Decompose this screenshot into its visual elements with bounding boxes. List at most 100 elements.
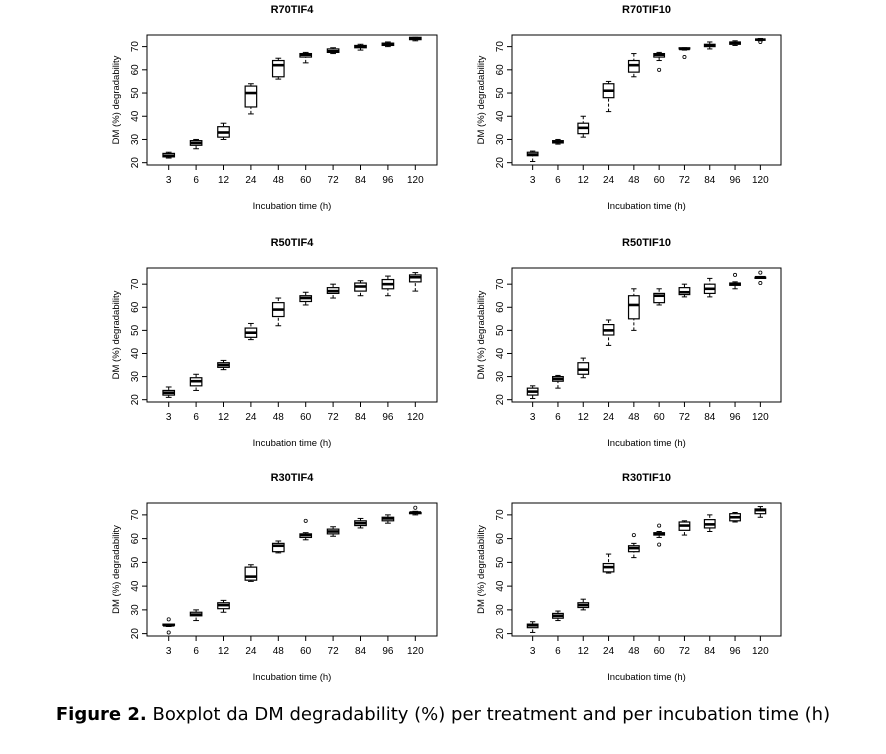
y-tick-label: 20	[495, 394, 506, 406]
x-tick-label: 84	[704, 175, 716, 186]
chart-title: R30TIF4	[271, 472, 315, 484]
outlier	[166, 617, 171, 622]
caption-label: Figure 2.	[56, 704, 147, 725]
outlier	[682, 55, 687, 60]
x-axis-label: Incubation time (h)	[607, 672, 686, 683]
y-tick-label: 60	[130, 64, 141, 76]
x-tick-label: 120	[407, 412, 424, 423]
x-tick-label: 96	[729, 175, 741, 186]
plot-frame	[511, 502, 782, 637]
x-tick-label: 6	[193, 175, 199, 186]
y-axis-label: DM (%) degradability	[111, 525, 122, 614]
y-tick-label: 20	[130, 157, 141, 169]
x-tick-label: 6	[555, 175, 561, 186]
x-tick-label: 3	[166, 646, 172, 657]
chart-title: R50TIF4	[271, 237, 315, 249]
outlier	[303, 518, 308, 523]
panel: R30TIF10 Incubation time (h) DM (%) degrad…	[476, 472, 782, 683]
x-tick-label: 96	[382, 646, 394, 657]
panel: R70TIF10 Incubation time (h) DM (%) degrad…	[476, 4, 782, 212]
y-tick-label: 30	[495, 371, 506, 383]
y-tick-label: 40	[495, 580, 506, 592]
outlier	[758, 281, 763, 286]
box	[244, 566, 258, 581]
y-tick-label: 70	[495, 278, 506, 290]
x-tick-label: 48	[628, 646, 640, 657]
chart-title: R70TIF10	[622, 4, 671, 16]
x-tick-label: 24	[245, 646, 257, 657]
y-tick-label: 50	[130, 87, 141, 99]
box	[653, 292, 666, 304]
y-tick-label: 40	[495, 347, 506, 359]
outlier	[166, 630, 171, 635]
x-tick-label: 12	[578, 646, 590, 657]
x-tick-label: 60	[300, 175, 312, 186]
panel: R30TIF4 Incubation time (h) DM (%) degrada…	[111, 472, 438, 683]
x-tick-label: 120	[752, 646, 769, 657]
x-tick-label: 96	[382, 412, 394, 423]
y-tick-label: 60	[130, 301, 141, 313]
y-tick-label: 40	[130, 347, 141, 359]
x-tick-label: 84	[355, 646, 367, 657]
x-tick-label: 24	[245, 175, 257, 186]
y-tick-label: 20	[495, 157, 506, 169]
x-tick-label: 84	[355, 412, 367, 423]
y-tick-label: 50	[495, 87, 506, 99]
y-tick-label: 20	[495, 628, 506, 640]
outlier	[657, 67, 662, 72]
x-tick-label: 120	[407, 646, 424, 657]
chart-title: R30TIF10	[622, 472, 671, 484]
y-tick-label: 30	[130, 133, 141, 145]
y-tick-label: 60	[130, 533, 141, 545]
caption: Figure 2. Boxplot da DM degradability (%…	[56, 704, 830, 725]
x-tick-label: 12	[218, 175, 230, 186]
y-tick-label: 40	[130, 580, 141, 592]
x-tick-label: 120	[752, 412, 769, 423]
x-axis-label: Incubation time (h)	[607, 438, 686, 449]
outlier	[733, 272, 738, 277]
panel: R50TIF4 Incubation time (h) DM (%) degrada…	[111, 237, 438, 449]
x-tick-label: 84	[704, 412, 716, 423]
x-tick-label: 96	[382, 175, 394, 186]
box	[627, 295, 640, 320]
y-axis-label: DM (%) degradability	[476, 290, 487, 379]
x-tick-label: 24	[603, 175, 615, 186]
chart-title: R50TIF10	[622, 237, 671, 249]
y-tick-label: 50	[130, 324, 141, 336]
x-tick-label: 48	[273, 175, 285, 186]
x-tick-label: 72	[328, 646, 340, 657]
x-tick-label: 12	[218, 646, 230, 657]
x-tick-label: 48	[273, 412, 285, 423]
y-tick-label: 70	[130, 41, 141, 53]
y-tick-label: 70	[495, 41, 506, 53]
y-tick-label: 70	[130, 278, 141, 290]
x-tick-label: 3	[530, 646, 536, 657]
outlier	[413, 505, 418, 510]
y-tick-label: 50	[130, 556, 141, 568]
outlier	[657, 542, 662, 547]
x-axis-label: Incubation time (h)	[607, 201, 686, 212]
caption-text: Boxplot da DM degradability (%) per trea…	[153, 704, 831, 725]
x-tick-label: 12	[578, 412, 590, 423]
x-tick-label: 3	[166, 412, 172, 423]
x-axis-label: Incubation time (h)	[253, 201, 332, 212]
x-tick-label: 72	[328, 175, 340, 186]
x-tick-label: 60	[300, 412, 312, 423]
outlier	[758, 39, 763, 44]
plot-frame	[511, 34, 782, 166]
y-tick-label: 40	[130, 110, 141, 122]
x-tick-label: 72	[679, 412, 691, 423]
y-tick-label: 50	[495, 556, 506, 568]
outlier	[657, 523, 662, 528]
x-tick-label: 120	[752, 175, 769, 186]
box	[271, 542, 285, 553]
y-tick-label: 50	[495, 324, 506, 336]
y-tick-label: 70	[495, 509, 506, 521]
outlier	[631, 533, 636, 538]
x-tick-label: 60	[654, 175, 666, 186]
y-tick-label: 20	[130, 394, 141, 406]
x-tick-label: 60	[300, 646, 312, 657]
x-tick-label: 3	[530, 175, 536, 186]
x-axis-label: Incubation time (h)	[253, 438, 332, 449]
y-axis-label: DM (%) degradability	[476, 525, 487, 614]
